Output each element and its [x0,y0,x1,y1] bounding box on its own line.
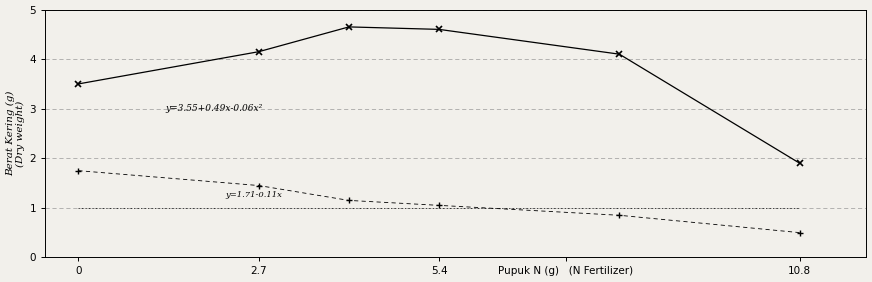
Text: y=3.55+0.49x-0.06x²: y=3.55+0.49x-0.06x² [166,104,262,113]
Text: y=1.71-0.11x: y=1.71-0.11x [225,191,283,199]
Y-axis label: Berat Kering (g)
(Dry weight): Berat Kering (g) (Dry weight) [5,91,25,176]
